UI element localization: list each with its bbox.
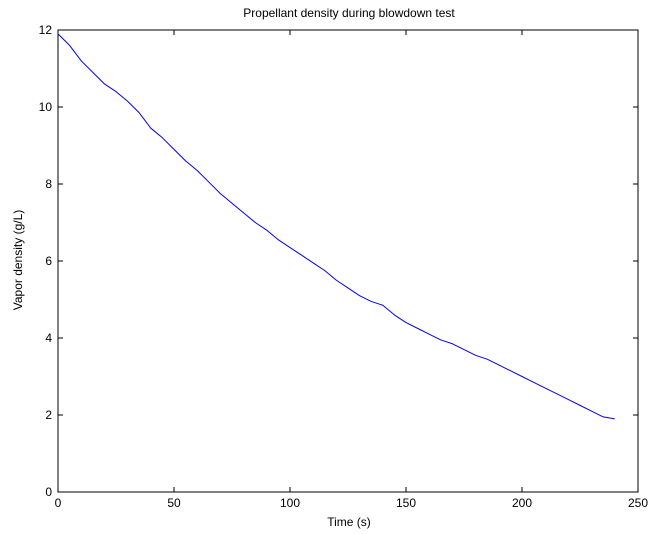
y-tick-label: 12 [39, 23, 53, 37]
x-tick-label: 150 [396, 496, 416, 510]
x-tick-label: 50 [167, 496, 181, 510]
y-tick-label: 2 [45, 408, 52, 422]
y-tick-label: 8 [45, 177, 52, 191]
axis-ticks: 0 50 100 150 200 250 0 2 4 6 8 10 12 [39, 23, 649, 510]
y-tick-label: 4 [45, 331, 52, 345]
y-tick-label: 0 [45, 485, 52, 499]
x-tick-label: 100 [280, 496, 300, 510]
x-tick-label: 0 [55, 496, 62, 510]
y-tick-label: 10 [39, 100, 53, 114]
y-tick-label: 6 [45, 254, 52, 268]
series-line-1 [57, 33, 615, 420]
y-axis-label: Vapor density (g/L) [11, 210, 25, 311]
data-series [57, 33, 615, 420]
plot-frame [57, 29, 639, 493]
x-tick-label: 250 [628, 496, 648, 510]
x-tick-label: 200 [512, 496, 532, 510]
x-axis-label: Time (s) [327, 515, 371, 529]
chart-title: Propellant density during blowdown test [243, 6, 455, 20]
plot-axes [57, 29, 639, 493]
